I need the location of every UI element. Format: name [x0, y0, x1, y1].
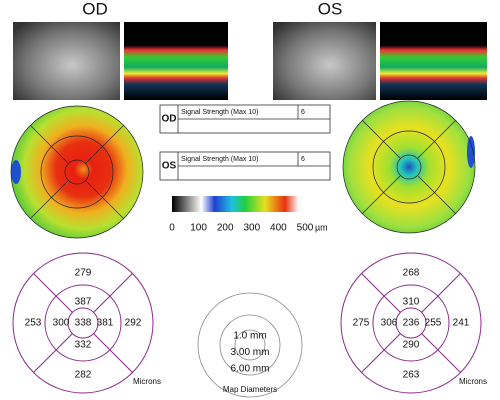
scale-tick-label: 200: [217, 223, 234, 234]
etdrs-ring: [395, 307, 427, 339]
etdrs-line: [421, 333, 461, 373]
map-grid-ring: [342, 100, 476, 234]
color-scale: [172, 196, 305, 212]
etdrs-ring: [372, 284, 450, 362]
map-grid-line: [417, 175, 456, 214]
etdrs-value: 263: [403, 370, 420, 381]
fundus-image: [273, 22, 376, 100]
map-grid-ring: [10, 105, 144, 239]
diameter-label: 6.00 mm: [231, 364, 270, 375]
map-grid-line: [30, 125, 69, 164]
scale-tick-label: 400: [270, 223, 287, 234]
etdrs-value: 338: [75, 318, 92, 329]
signal-eye-label: OD: [162, 114, 177, 125]
units-label: Microns: [133, 377, 161, 386]
scale-tick-label: 300: [243, 223, 260, 234]
map-grid-line: [85, 125, 124, 164]
diameter-label: 1.0 mm: [233, 331, 266, 342]
thickness-map-edge: [11, 160, 21, 184]
thickness-map-edge: [467, 136, 475, 168]
etdrs-value: 241: [453, 318, 470, 329]
signal-label: Signal Strength (Max 10): [181, 109, 258, 116]
etdrs-value: 253: [25, 318, 42, 329]
signal-eye-label: OS: [162, 161, 177, 172]
signal-label: Signal Strength (Max 10): [181, 156, 258, 163]
etdrs-value: 279: [75, 268, 92, 279]
map-diameter-rings: [197, 292, 303, 398]
scale-tick-label: 0: [169, 223, 175, 234]
signal-value: 6: [301, 109, 305, 116]
map-grid-ring: [372, 130, 446, 204]
map-grid-ring: [40, 135, 114, 209]
etdrs-value: 268: [403, 268, 420, 279]
etdrs-ring: [67, 307, 99, 339]
etdrs-line: [361, 333, 401, 373]
etdrs-value: 282: [75, 370, 92, 381]
etdrs-line: [361, 273, 401, 313]
etdrs-value: 300: [53, 318, 70, 329]
etdrs-ring: [12, 252, 154, 394]
units-label: Microns: [459, 377, 487, 386]
bscan-image: [380, 22, 487, 100]
etdrs-value: 310: [403, 297, 420, 308]
map-grid-line: [362, 120, 401, 159]
etdrs-ring: [44, 284, 122, 362]
etdrs-line: [33, 273, 73, 313]
map-grid-line: [417, 120, 456, 159]
etdrs-line: [33, 333, 73, 373]
diameter-label: 3.00 mm: [231, 347, 270, 358]
signal-value: 6: [301, 156, 305, 163]
eye-label: OD: [82, 0, 108, 18]
map-grid-line: [85, 180, 124, 219]
scale-tick-label: 100: [190, 223, 207, 234]
etdrs-value: 290: [403, 340, 420, 351]
etdrs-value: 255: [425, 318, 442, 329]
etdrs-value: 292: [125, 318, 142, 329]
etdrs-value: 387: [75, 297, 92, 308]
scale-tick-label: 500: [297, 223, 314, 234]
etdrs-value: 381: [97, 318, 114, 329]
map-grid-line: [362, 175, 401, 214]
etdrs-value: 236: [403, 318, 420, 329]
diameter-title: Map Diameters: [223, 385, 277, 394]
etdrs-value: 275: [353, 318, 370, 329]
bscan-image: [124, 22, 228, 100]
eye-label: OS: [318, 0, 343, 18]
fundus-image: [13, 22, 120, 100]
etdrs-ring: [340, 252, 482, 394]
etdrs-line: [93, 273, 133, 313]
map-grid-ring: [64, 159, 90, 185]
etdrs-value: 306: [381, 318, 398, 329]
etdrs-value: 332: [75, 340, 92, 351]
etdrs-line: [93, 333, 133, 373]
etdrs-line: [421, 273, 461, 313]
map-grid-ring: [396, 154, 422, 180]
map-grid-line: [30, 180, 69, 219]
scale-unit: µm: [315, 222, 328, 232]
